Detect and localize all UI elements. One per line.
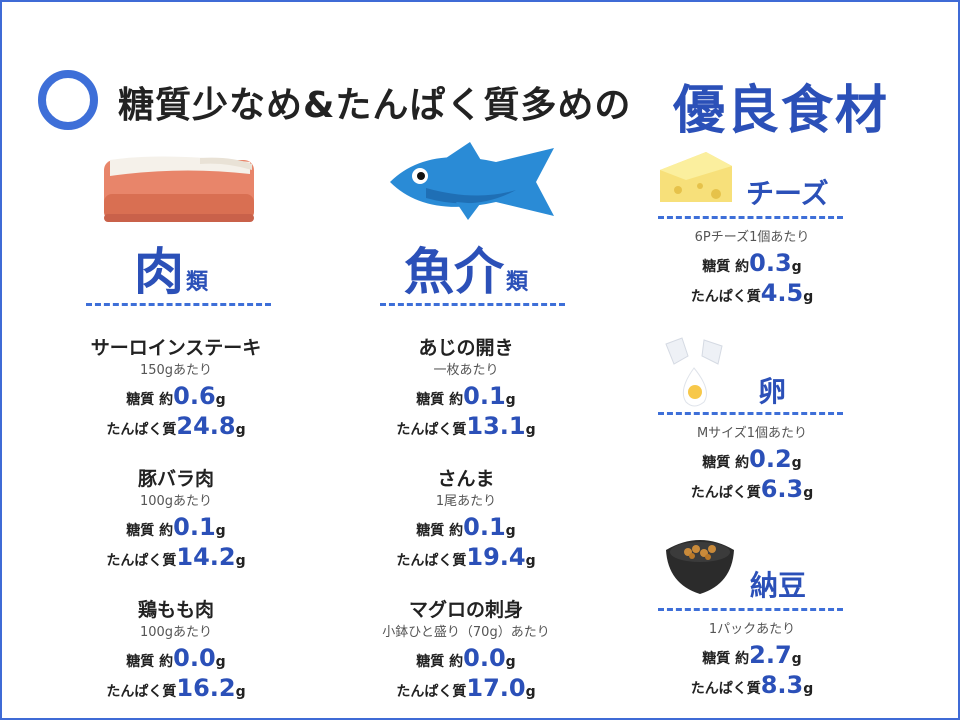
category-egg-label: 卵 [758,375,787,408]
protein-row: たんぱく質4.5g [690,279,814,307]
item-name: マグロの刺身 [408,599,523,621]
protein-row: たんぱく質17.0g [396,674,536,702]
egg-icon [665,337,723,407]
category-natto-divider [658,608,843,611]
category-fish-divider [380,303,565,306]
item-portion: 1パックあたり [708,622,796,637]
protein-value: 14.2 [176,543,236,571]
protein-value: 8.3 [760,671,804,699]
protein-row: たんぱく質13.1g [396,412,536,440]
protein-row: たんぱく質16.2g [106,674,246,702]
natto-icon [666,540,734,594]
carbs-value: 0.0 [463,644,506,672]
carbs-value: 0.1 [173,513,216,541]
item-name: 鶏もも肉 [137,599,214,621]
protein-row: たんぱく質19.4g [396,543,536,571]
category-egg-divider [658,412,843,415]
item-name: 豚バラ肉 [137,468,214,490]
carbs-row: 糖質 約0.1g [416,382,516,410]
carbs-value: 0.0 [173,644,216,672]
item-portion: 100gあたり [139,494,213,509]
page-title-emphasis: 優良食材 [673,81,890,141]
meat-icon [104,156,254,222]
protein-value: 24.8 [176,412,236,440]
carbs-value: 0.1 [463,513,506,541]
carbs-row: 糖質 約0.1g [126,513,226,541]
item-portion: 一枚あたり [433,363,499,378]
carbs-row: 糖質 約0.3g [702,249,802,277]
protein-value: 19.4 [466,543,526,571]
item-portion: 150gあたり [139,363,213,378]
category-natto-label: 納豆 [750,569,807,602]
protein-value: 6.3 [760,475,804,503]
list-item: 鶏もも肉 100gあたり 糖質 約0.0g たんぱく質16.2g [26,597,326,703]
item-name: あじの開き [418,337,514,359]
category-meat-label: 肉類 [134,243,209,301]
cheese-icon [660,152,732,202]
carbs-row: 糖質 約0.1g [416,513,516,541]
item-portion: 1尾あたり [435,494,497,509]
fish-icon [390,142,554,220]
carbs-row: 糖質 約0.2g [702,445,802,473]
carbs-row: 糖質 約0.0g [126,644,226,672]
protein-row: たんぱく質8.3g [690,671,814,699]
list-item: 豚バラ肉 100gあたり 糖質 約0.1g たんぱく質14.2g [26,466,326,572]
carbs-row: 糖質 約0.6g [126,382,226,410]
item-name: サーロインステーキ [90,337,262,359]
protein-value: 13.1 [466,412,526,440]
protein-value: 17.0 [466,674,526,702]
circle-mark-icon [38,70,98,130]
carbs-row: 糖質 約2.7g [702,641,802,669]
list-item: マグロの刺身 小鉢ひと盛り（70g）あたり 糖質 約0.0g たんぱく質17.0… [316,597,616,703]
list-item: 6Pチーズ1個あたり 糖質 約0.3g たんぱく質4.5g [602,228,902,308]
item-name: さんま [437,468,495,490]
category-cheese-label: チーズ [746,177,829,210]
category-meat-divider [86,303,271,306]
carbs-value: 2.7 [749,641,792,669]
carbs-value: 0.1 [463,382,506,410]
category-fish-label: 魚介類 [404,243,529,301]
carbs-row: 糖質 約0.0g [416,644,516,672]
protein-value: 4.5 [760,279,804,307]
protein-row: たんぱく質14.2g [106,543,246,571]
page-title: 糖質少なめ&たんぱく質多めの [118,85,632,126]
item-portion: 小鉢ひと盛り（70g）あたり [382,625,550,640]
list-item: サーロインステーキ 150gあたり 糖質 約0.6g たんぱく質24.8g [26,335,326,441]
item-portion: 100gあたり [139,625,213,640]
list-item: さんま 1尾あたり 糖質 約0.1g たんぱく質19.4g [316,466,616,572]
item-portion: Mサイズ1個あたり [696,426,808,441]
carbs-value: 0.6 [173,382,216,410]
list-item: あじの開き 一枚あたり 糖質 約0.1g たんぱく質13.1g [316,335,616,441]
list-item: 1パックあたり 糖質 約2.7g たんぱく質8.3g [602,620,902,700]
carbs-value: 0.3 [749,249,792,277]
protein-value: 16.2 [176,674,236,702]
list-item: Mサイズ1個あたり 糖質 約0.2g たんぱく質6.3g [602,424,902,504]
protein-row: たんぱく質24.8g [106,412,246,440]
title-banner: 糖質少なめ&たんぱく質多めの 優良食材 [38,62,918,142]
carbs-value: 0.2 [749,445,792,473]
category-cheese-divider [658,216,843,219]
protein-row: たんぱく質6.3g [690,475,814,503]
item-portion: 6Pチーズ1個あたり [694,230,810,245]
